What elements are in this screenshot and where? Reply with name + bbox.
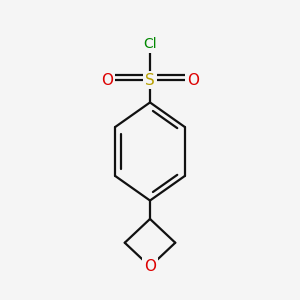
Text: O: O — [187, 73, 199, 88]
Text: O: O — [101, 73, 113, 88]
Text: Cl: Cl — [143, 38, 157, 52]
Text: S: S — [145, 73, 155, 88]
Text: O: O — [144, 259, 156, 274]
